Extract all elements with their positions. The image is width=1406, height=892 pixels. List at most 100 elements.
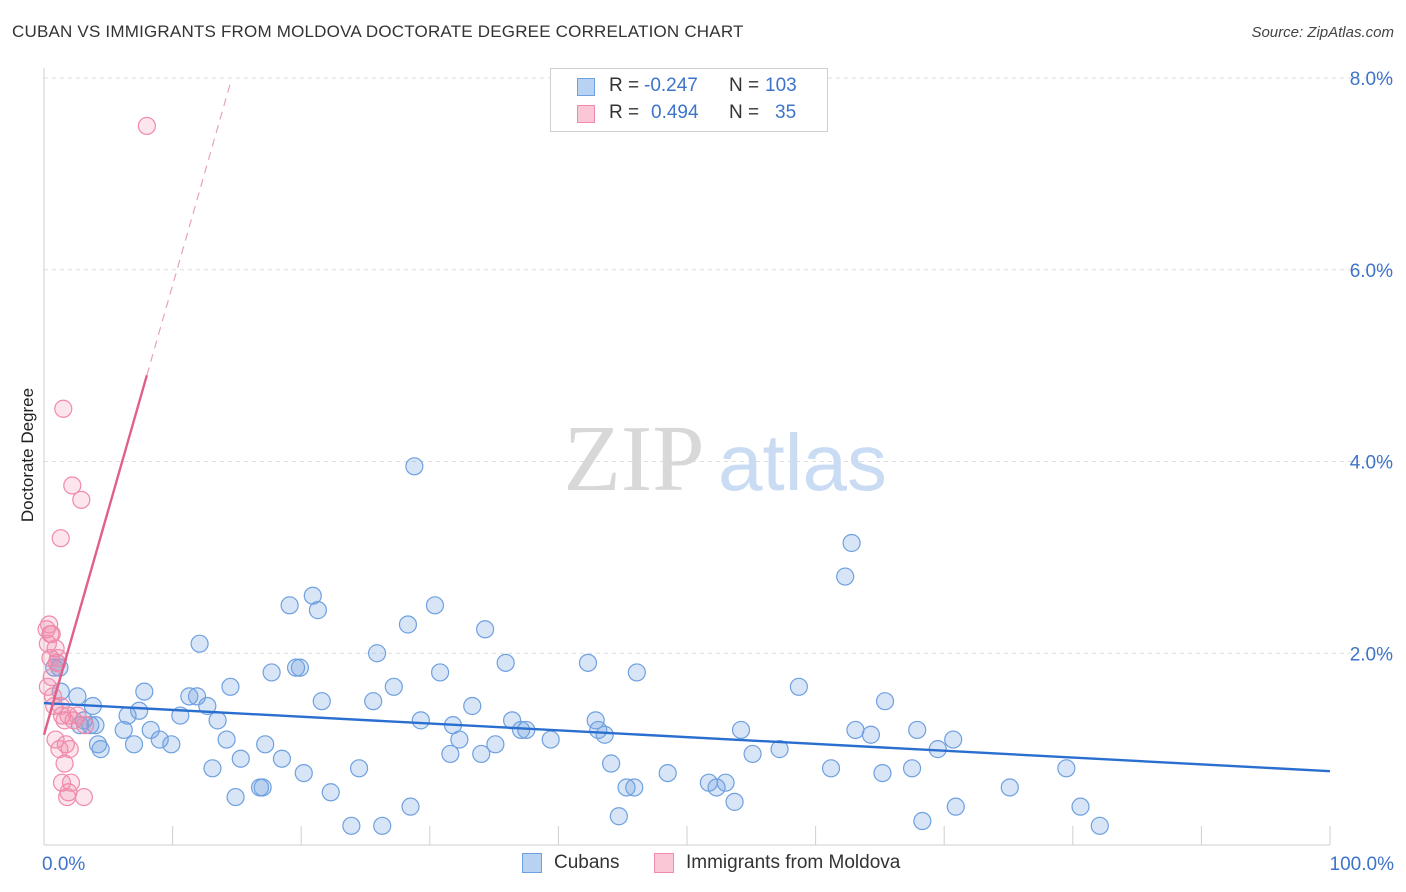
legend-row-moldova: R = 0.494 N = 35 [551, 100, 827, 128]
data-point-cubans [321, 783, 340, 802]
watermark-atlas: atlas [718, 418, 887, 507]
data-point-cubans [68, 687, 87, 706]
data-point-cubans [190, 634, 209, 653]
legend-swatch-moldova [577, 105, 595, 123]
data-point-cubans [272, 749, 292, 768]
legend-r-value: 0.494 [651, 102, 699, 123]
data-point-moldova [46, 730, 65, 749]
data-point-cubans [902, 759, 922, 778]
data-point-cubans [280, 596, 299, 615]
data-point-cubans [944, 730, 963, 749]
data-point-cubans [342, 816, 361, 835]
data-point-cubans [401, 797, 420, 816]
watermark: ZIP atlas [564, 407, 887, 511]
data-point-cubans [770, 740, 789, 759]
data-point-cubans [294, 763, 313, 783]
data-point-moldova [72, 490, 91, 509]
data-point-cubans [658, 763, 677, 783]
y-tick-label: 4.0% [1350, 453, 1393, 474]
data-point-cubans [486, 735, 505, 754]
data-point-cubans [217, 730, 236, 749]
data-point-cubans [308, 601, 328, 620]
data-point-cubans [861, 725, 880, 744]
data-point-cubans [595, 725, 614, 744]
watermark-zip: ZIP [564, 407, 705, 511]
data-point-cubans [253, 778, 272, 797]
data-point-moldova [60, 740, 79, 759]
data-point-cubans [602, 754, 621, 773]
data-point-cubans [836, 567, 855, 586]
data-point-cubans [609, 807, 628, 826]
data-point-moldova [76, 716, 95, 735]
data-point-cubans [496, 653, 515, 672]
data-point-cubans [725, 792, 744, 811]
data-point-cubans [1090, 816, 1109, 835]
data-point-cubans [162, 735, 181, 754]
data-point-moldova [74, 787, 93, 807]
data-point-moldova [42, 624, 61, 644]
data-point-cubans [221, 677, 240, 696]
gridlines [44, 77, 1392, 654]
series-legend: Cubans Immigrants from Moldova [0, 852, 1406, 878]
legend-n-label: N = [729, 102, 760, 123]
data-point-cubans [114, 720, 133, 740]
trend-line-moldova-extension [146, 82, 232, 376]
legend-r-label: R = [609, 102, 640, 123]
data-point-cubans [716, 773, 735, 792]
data-point-cubans [256, 735, 275, 754]
data-point-cubans [384, 677, 403, 696]
legend-label-moldova: Immigrants from Moldova [686, 852, 901, 873]
legend-swatch-cubans [577, 78, 595, 96]
data-point-cubans [86, 716, 105, 735]
trend-line-moldova [42, 374, 149, 736]
data-point-cubans [475, 620, 495, 639]
data-point-cubans [913, 811, 932, 831]
data-point-cubans [411, 711, 430, 730]
data-point-cubans [908, 720, 927, 740]
data-points [37, 116, 1109, 835]
data-point-moldova [63, 476, 82, 495]
data-point-cubans [463, 696, 482, 716]
data-point-moldova [68, 706, 87, 725]
data-point-cubans [150, 730, 169, 749]
legend-swatch-moldova [654, 853, 674, 873]
y-tick-label: 8.0% [1350, 69, 1393, 90]
y-tick-label: 6.0% [1350, 261, 1393, 282]
source-label: Source: ZipAtlas.com [1251, 24, 1394, 41]
data-point-moldova [55, 754, 74, 773]
data-point-cubans [286, 658, 306, 677]
data-point-cubans [226, 787, 245, 807]
data-point-cubans [846, 720, 865, 740]
legend-r-label: R = [609, 75, 640, 96]
data-point-cubans [203, 759, 222, 778]
legend-row-cubans: R = -0.247 N = 103 [551, 73, 827, 101]
data-point-cubans [821, 759, 841, 778]
x-tick-label: 100.0% [1330, 854, 1395, 875]
trend-line-cubans [43, 701, 1331, 773]
data-point-moldova [54, 399, 73, 418]
legend-swatch-cubans [522, 853, 542, 873]
y-tick-label: 2.0% [1350, 644, 1393, 665]
data-point-moldova [61, 773, 81, 792]
data-point-cubans [124, 735, 144, 754]
data-point-cubans [625, 778, 644, 797]
data-point-cubans [627, 663, 646, 682]
data-point-moldova [137, 116, 156, 136]
data-point-cubans [349, 759, 369, 778]
legend-label-cubans: Cubans [554, 852, 620, 873]
data-point-cubans [130, 701, 149, 720]
data-point-cubans [208, 711, 227, 730]
legend-n-value: 103 [765, 75, 797, 96]
axes [43, 68, 1331, 846]
data-point-cubans [135, 682, 154, 701]
data-point-cubans [946, 797, 965, 816]
data-point-cubans [303, 586, 322, 605]
data-point-cubans [578, 653, 598, 672]
x-tick-label: 0.0% [42, 854, 85, 875]
tick-labels: 2.0% 4.0% 6.0% 8.0% 0.0% 100.0% [42, 69, 1394, 875]
data-point-cubans [617, 778, 636, 797]
data-point-cubans [405, 457, 424, 476]
data-point-cubans [472, 744, 491, 764]
data-point-cubans [88, 735, 108, 754]
